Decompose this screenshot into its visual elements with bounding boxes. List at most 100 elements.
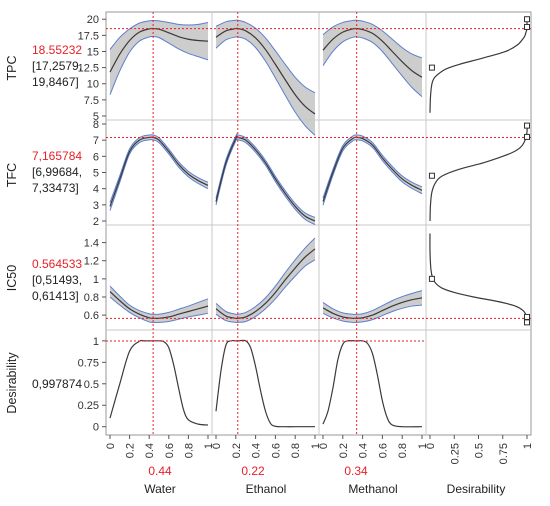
response-value-ic50: 0.564533 (32, 257, 82, 271)
x-tick-label: 0.6 (270, 443, 282, 458)
desirability-handle[interactable] (428, 275, 435, 282)
y-tick-label: 1.2 (84, 256, 99, 268)
profiler-grid (105, 11, 532, 436)
confidence-band-upper-edge (215, 237, 316, 315)
x-tick-label: 0.8 (397, 443, 409, 458)
desirability-tick-label: 1 (522, 443, 534, 449)
x-tick-label: 0 (105, 443, 117, 449)
y-tick-label: 0.75 (78, 357, 99, 369)
confidence-band-upper-edge (322, 290, 423, 315)
confidence-band-lower-edge (322, 139, 423, 206)
y-tick-label: 10 (87, 79, 99, 91)
y-tick-label: 12.5 (78, 63, 99, 75)
confidence-band-ic50-ethanol (216, 238, 315, 323)
x-tick-label: 0 (318, 443, 330, 449)
y-tick-label: 15 (87, 46, 99, 58)
y-tick-label: 1 (93, 274, 99, 286)
x-tick-label: 0.2 (231, 443, 243, 458)
desirability-handle[interactable] (524, 133, 530, 140)
response-ci-low-tpc: [17,2579, (32, 59, 82, 73)
confidence-band-upper-edge (109, 134, 209, 203)
y-tick-label: 5 (93, 168, 99, 180)
y-tick-label: 0.6 (84, 310, 99, 322)
desirability-handle[interactable] (524, 122, 530, 129)
response-ci-low-ic50: [0,51493, (32, 273, 82, 287)
desirability-curve-water (109, 339, 209, 426)
confidence-band-lower-edge (215, 259, 316, 324)
desirability-axis-label: Desirability (447, 482, 506, 496)
desirability-tick-label: 0 (425, 443, 437, 449)
desirability-handle[interactable] (428, 172, 435, 179)
confidence-band-lower-edge (215, 36, 316, 136)
confidence-band-lower-edge (322, 304, 423, 323)
confidence-band-tpc-water (110, 20, 208, 95)
response-value-desirability: 0,997874 (32, 377, 82, 391)
response-name-ic50: IC50 (5, 265, 19, 291)
confidence-band-lower-edge (215, 138, 316, 226)
y-tick-label: 8 (93, 119, 99, 131)
confidence-band-upper-edge (215, 133, 316, 218)
factor-value-ethanol: 0.22 (241, 464, 265, 478)
desirability-function-tfc (429, 123, 528, 222)
x-tick-label: 0.6 (164, 443, 176, 458)
x-tick-label: 0.4 (358, 443, 370, 458)
x-tick-label: 0.8 (183, 443, 195, 458)
y-tick-label: 0.5 (84, 379, 99, 391)
y-tick-label: 0 (93, 422, 99, 434)
y-tick-label: 17.5 (78, 30, 99, 42)
y-tick-label: 6 (93, 151, 99, 163)
confidence-band-lower-edge (109, 296, 209, 323)
confidence-band-tpc-methanol (323, 20, 422, 97)
y-tick-label: 1.4 (84, 238, 99, 250)
prediction-curve-tfc-water (109, 136, 209, 207)
confidence-band-upper-edge (322, 19, 423, 59)
desirability-function-ic50 (429, 233, 528, 325)
desirability-tick-label: 0.75 (498, 443, 510, 464)
x-tick-label: 0.8 (290, 443, 302, 458)
desirability-curve-methanol (322, 340, 423, 428)
factor-name-water: Water (144, 482, 176, 496)
y-tick-label: 20 (87, 14, 99, 26)
confidence-band-upper-edge (109, 20, 209, 50)
y-tick-label: 3 (93, 200, 99, 212)
x-tick-label: 1 (310, 443, 322, 449)
desirability-handle[interactable] (428, 64, 435, 71)
response-name-desirability: Desirability (5, 352, 19, 414)
confidence-band-upper-edge (215, 19, 316, 94)
response-name-tfc: TFC (5, 163, 19, 187)
desirability-handle[interactable] (524, 313, 530, 320)
confidence-band-tfc-ethanol (216, 133, 315, 225)
y-tick-label: 1 (93, 336, 99, 348)
confidence-band-lower-edge (322, 36, 423, 98)
confidence-band-lower-edge (109, 35, 209, 95)
response-ci-high-tpc: 19,8467] (32, 75, 79, 89)
desirability-handle[interactable] (524, 16, 530, 23)
desirability-tick-label: 0.25 (449, 443, 461, 464)
desirability-function-tpc (429, 19, 528, 113)
y-tick-label: 4 (93, 184, 99, 196)
desirability-handle[interactable] (524, 23, 530, 30)
y-tick-label: 5 (93, 111, 99, 123)
response-name-tpc: TPC (5, 56, 19, 81)
factor-value-water: 0.44 (148, 464, 172, 478)
response-ci-high-ic50: 0,61413] (32, 289, 79, 303)
x-tick-label: 0.4 (251, 443, 263, 458)
x-tick-label: 0 (211, 443, 223, 449)
confidence-band-upper-edge (322, 134, 423, 199)
confidence-band-upper-edge (109, 285, 209, 315)
x-tick-label: 1 (203, 443, 215, 449)
y-tick-label: 7.5 (84, 95, 99, 107)
y-tick-label: 0.8 (84, 292, 99, 304)
x-tick-label: 0.2 (125, 443, 137, 458)
y-tick-label: 2 (93, 216, 99, 228)
response-value-tfc: 7,165784 (32, 149, 82, 163)
confidence-band-tfc-water (110, 134, 208, 211)
factor-name-methanol: Methanol (348, 482, 397, 496)
x-tick-label: 0.4 (144, 443, 156, 458)
x-tick-label: 0.6 (377, 443, 389, 458)
prediction-curve-tfc-ethanol (215, 135, 316, 222)
desirability-handle[interactable] (524, 319, 530, 326)
prediction-curve-tfc-methanol (322, 136, 423, 202)
response-value-tpc: 18.55232 (32, 43, 82, 57)
